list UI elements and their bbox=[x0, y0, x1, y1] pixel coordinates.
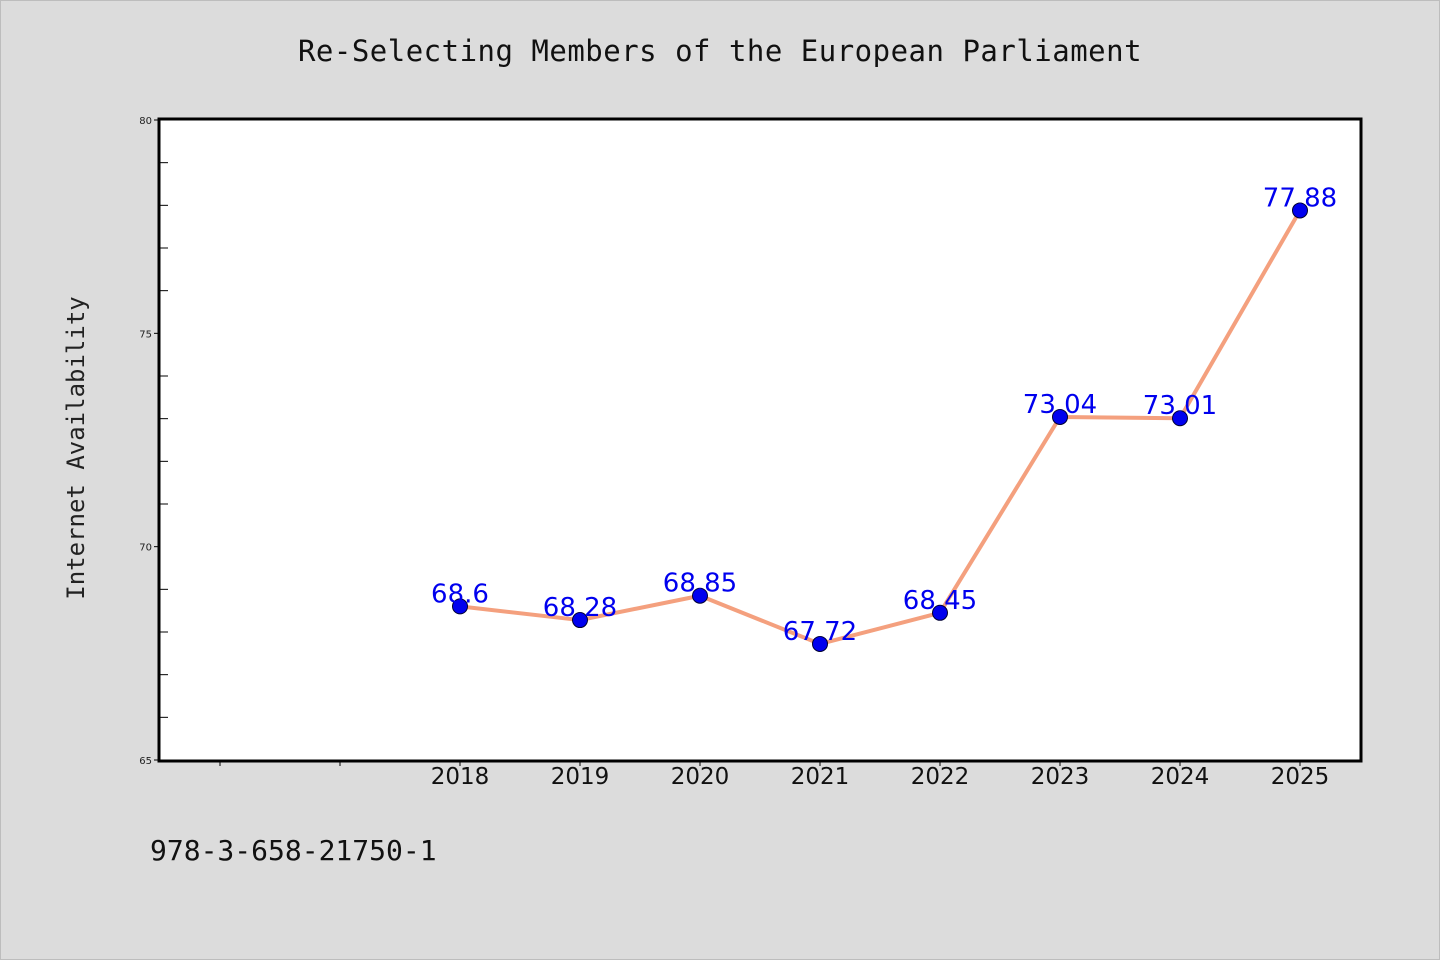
x-tick-label: 2020 bbox=[671, 764, 730, 790]
y-axis: 65 70 75 80 bbox=[139, 116, 168, 767]
chart-title: Re-Selecting Members of the European Par… bbox=[297, 34, 1143, 68]
x-tick-label: 2023 bbox=[1031, 764, 1090, 790]
x-tick-label: 2022 bbox=[911, 764, 970, 790]
data-label: 68.6 bbox=[431, 579, 489, 609]
data-series bbox=[452, 202, 1308, 652]
data-point bbox=[1052, 408, 1068, 425]
data-label: 73.01 bbox=[1143, 391, 1217, 421]
x-tick-label: 2025 bbox=[1271, 764, 1330, 790]
data-point bbox=[932, 604, 948, 621]
x-tick-label: 2024 bbox=[1151, 764, 1210, 790]
x-tick-label: 2019 bbox=[551, 764, 610, 790]
data-labels: 68.6 68.28 68.85 67.72 68.45 73.04 73.01 77.88 bbox=[431, 183, 1337, 646]
x-axis: 2018 2019 2020 2021 2022 2023 2024 2025 bbox=[219, 760, 1330, 790]
data-label: 68.28 bbox=[543, 593, 617, 623]
data-point bbox=[692, 587, 708, 604]
y-tick-label: 70 bbox=[139, 543, 152, 554]
data-label: 68.45 bbox=[903, 586, 977, 616]
series-line bbox=[458, 208, 1302, 646]
data-label: 73.04 bbox=[1023, 390, 1097, 420]
data-label: 77.88 bbox=[1263, 183, 1337, 213]
data-point bbox=[812, 635, 828, 652]
x-tick-label: 2018 bbox=[431, 764, 490, 790]
data-point bbox=[452, 598, 468, 615]
plot-area bbox=[157, 117, 1363, 763]
y-tick-label: 65 bbox=[139, 756, 152, 767]
data-point bbox=[1172, 410, 1188, 427]
y-tick-label: 80 bbox=[139, 116, 152, 127]
data-label: 67.72 bbox=[783, 617, 857, 647]
data-label: 68.85 bbox=[663, 569, 737, 599]
y-tick-label: 75 bbox=[139, 329, 152, 340]
x-tick-label: 2021 bbox=[791, 764, 850, 790]
data-point bbox=[572, 612, 588, 629]
footer-code: 978-3-658-21750-1 bbox=[150, 834, 437, 867]
data-point bbox=[1292, 202, 1308, 219]
